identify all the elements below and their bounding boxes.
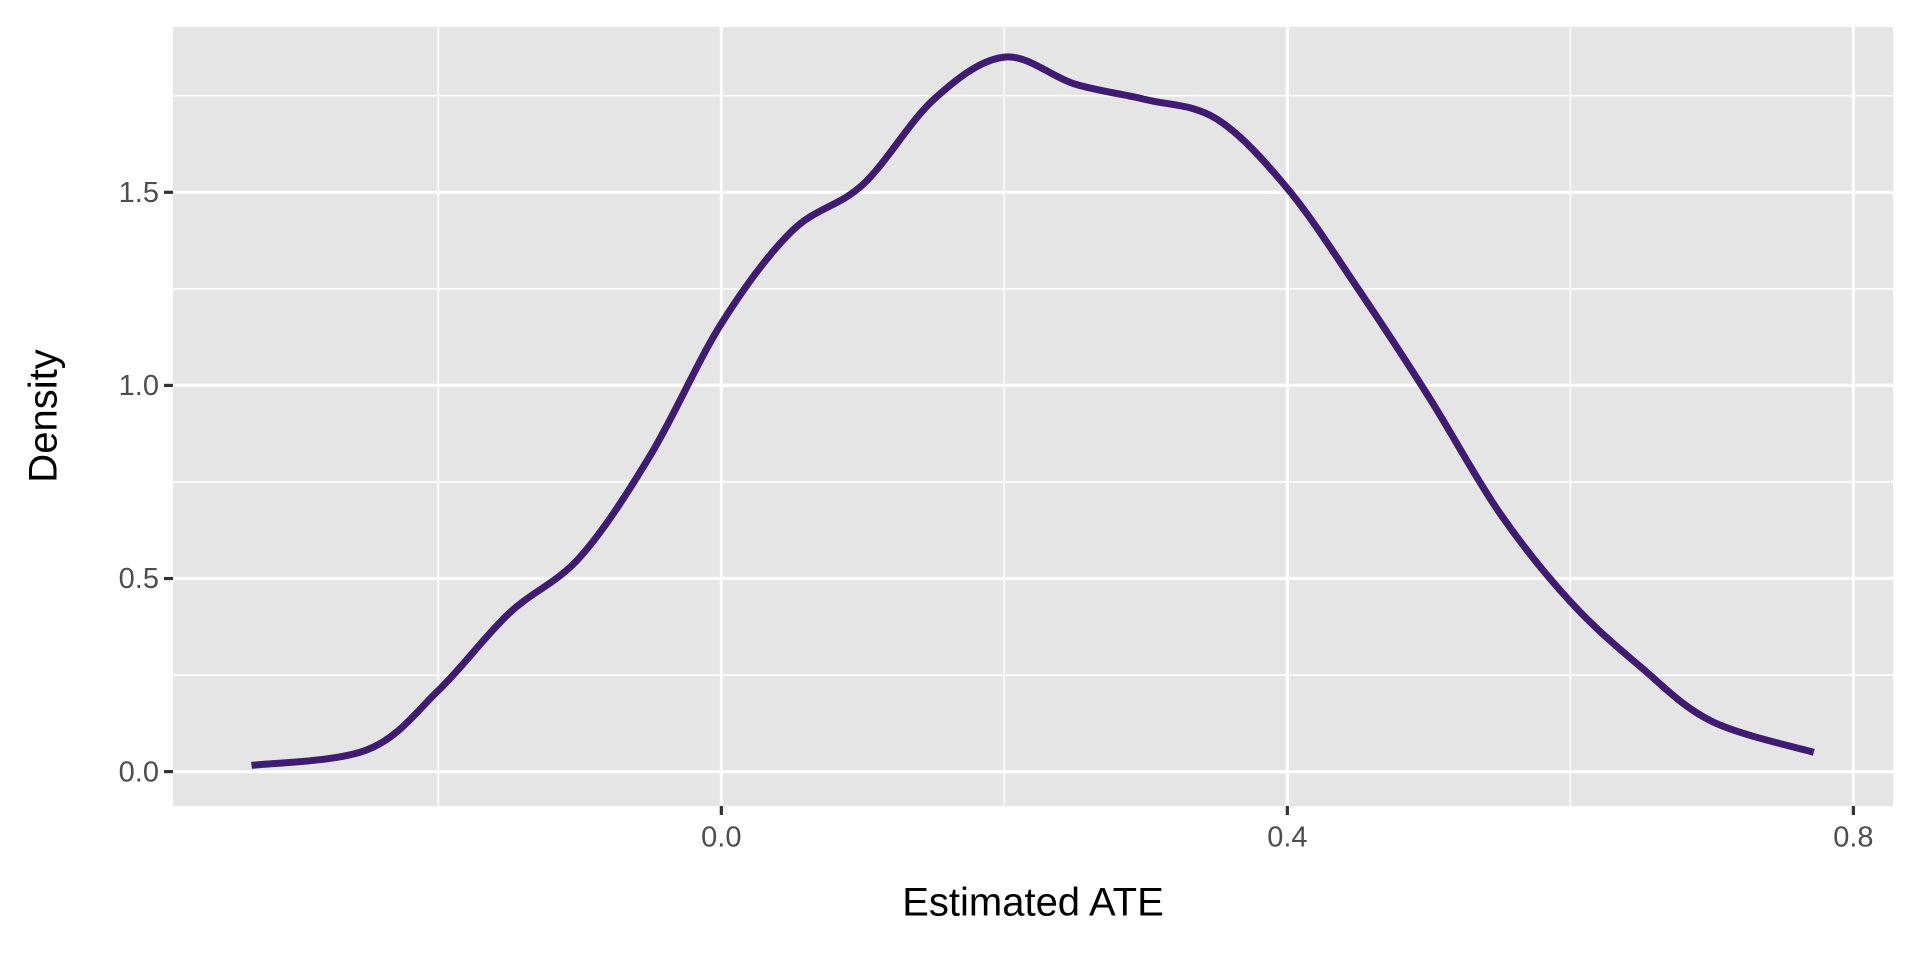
axes: 0.0 0.4 0.8 0.0 0.5 1.0 1.5 — [119, 177, 1874, 854]
y-tick-label: 0.0 — [119, 756, 159, 788]
x-tick-label: 0.8 — [1833, 822, 1873, 854]
y-tick-label: 1.5 — [119, 177, 159, 209]
x-axis-title: Estimated ATE — [902, 881, 1164, 925]
data-layer — [251, 53, 1815, 769]
y-axis-title: Density — [22, 349, 66, 482]
grid — [173, 27, 1893, 806]
x-tick-label: 0.0 — [701, 822, 741, 854]
y-tick-label: 0.5 — [119, 563, 159, 595]
density-line — [251, 53, 1815, 769]
x-tick-label: 0.4 — [1267, 822, 1307, 854]
y-tick-label: 1.0 — [119, 370, 159, 402]
plot-panel — [173, 27, 1893, 806]
